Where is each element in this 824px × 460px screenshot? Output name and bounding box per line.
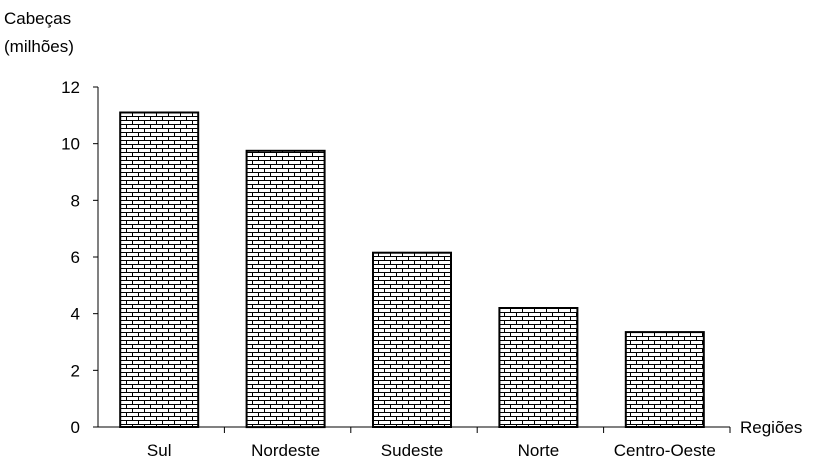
y-axis-title-line1: Cabeças <box>4 9 71 28</box>
y-axis-title-line2: (milhões) <box>4 37 74 56</box>
x-tick-label: Sul <box>147 441 172 460</box>
bar-centro-oeste <box>624 331 705 429</box>
y-tick-label: 8 <box>71 191 80 210</box>
y-tick-label: 10 <box>61 135 80 154</box>
x-tick-label: Norte <box>518 441 560 460</box>
bar-sudeste <box>372 251 452 428</box>
x-tick-label: Sudeste <box>381 441 443 460</box>
y-tick-label: 2 <box>71 361 80 380</box>
x-tick-label: Centro-Oeste <box>614 441 716 460</box>
x-axis-title: Regiões <box>740 418 802 437</box>
y-tick-label: 6 <box>71 248 80 267</box>
x-tick-label: Nordeste <box>251 441 320 460</box>
bar-nordeste <box>245 149 326 429</box>
x-category-layer: Sul Nordeste Sudeste Norte Centro-Oeste <box>147 441 716 460</box>
bar-sul <box>119 111 200 428</box>
y-tick-label: 0 <box>71 418 80 437</box>
bars-layer <box>119 111 705 429</box>
bar-norte <box>498 307 579 428</box>
y-tick-layer: 0 2 4 6 8 10 12 <box>61 78 98 437</box>
y-tick-label: 12 <box>61 78 80 97</box>
y-tick-label: 4 <box>71 305 80 324</box>
